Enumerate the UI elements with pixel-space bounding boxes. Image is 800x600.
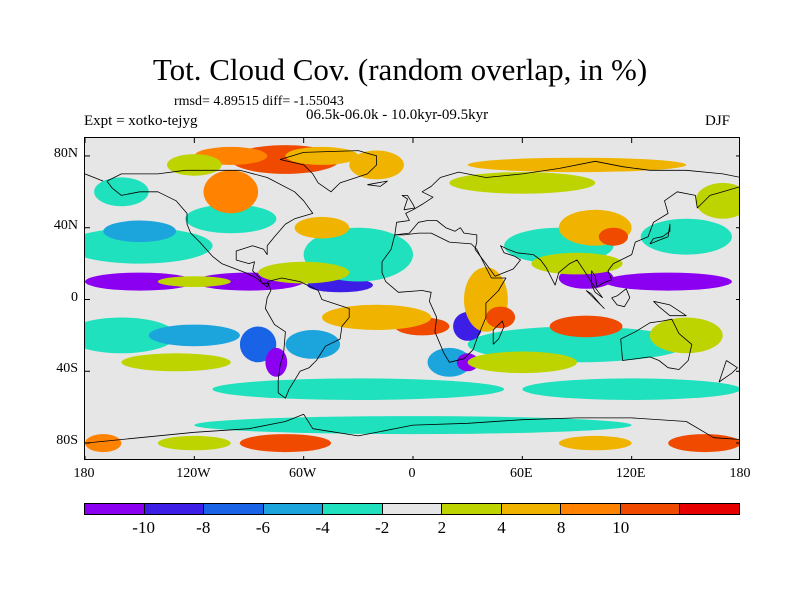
anomaly-region — [285, 330, 341, 359]
anomaly-region — [157, 435, 231, 451]
colorbar-segment — [323, 504, 383, 514]
coastline — [85, 413, 739, 444]
colorbar-segment — [620, 504, 681, 514]
y-tick-label: 40N — [53, 217, 78, 233]
colorbar-label: 2 — [437, 518, 447, 537]
anomaly-region — [522, 378, 739, 400]
anomaly-region — [558, 435, 632, 451]
anomaly-region — [467, 351, 577, 374]
x-tick-label: 120W — [176, 466, 211, 481]
coastline — [367, 180, 388, 187]
period-label: 06.5k-06.0k - 10.0kyr-09.5kyr — [306, 107, 489, 123]
colorbar-label: -4 — [315, 518, 330, 537]
map-background — [85, 138, 739, 459]
anomaly-region — [321, 304, 432, 330]
coastline — [620, 318, 693, 370]
anomaly-region — [649, 317, 723, 354]
anomaly-region — [157, 276, 231, 287]
anomaly-region — [449, 172, 596, 194]
anomaly-region — [604, 272, 732, 291]
colorbar-label: -6 — [255, 518, 270, 537]
anomaly-region — [85, 272, 195, 291]
rmsd-diff-stats: rmsd= 4.89515 diff= -1.55043 — [174, 94, 344, 109]
colorbar-label: 4 — [497, 518, 506, 537]
anomaly-region — [549, 315, 623, 338]
anomaly-region — [695, 182, 739, 219]
anomaly-map — [85, 138, 739, 459]
anomaly-region — [239, 434, 331, 453]
anomaly-region — [85, 434, 122, 453]
coastline — [279, 150, 378, 193]
colorbar-segment — [263, 504, 324, 514]
colorbar-segment — [204, 504, 264, 514]
colorbar-segment — [85, 504, 145, 514]
anomaly-region — [94, 177, 149, 207]
colorbar-segment — [382, 504, 443, 514]
coastline — [106, 169, 314, 288]
coastline — [611, 288, 631, 308]
colorbar-segment — [501, 504, 562, 514]
anomaly-region — [239, 326, 277, 363]
y-tick-label: 40S — [56, 361, 78, 377]
x-tick-label: 60W — [289, 466, 317, 481]
coastline — [401, 195, 416, 211]
coastline — [492, 320, 505, 345]
anomaly-region — [531, 252, 623, 275]
map-panel — [84, 137, 740, 460]
x-tick-label: 120E — [615, 466, 646, 481]
x-tick-label: 60E — [510, 466, 533, 481]
colorbar-label: -10 — [132, 518, 155, 537]
anomaly-region — [598, 227, 629, 246]
anomaly-region — [167, 154, 222, 176]
anomaly-region — [121, 353, 231, 372]
anomaly-region — [148, 324, 240, 347]
coastline — [264, 277, 350, 399]
coastline — [653, 300, 687, 317]
x-tick-label: 180 — [729, 466, 751, 481]
colorbar-segment — [561, 504, 621, 514]
anomaly-region — [640, 218, 732, 255]
colorbar-label: -8 — [196, 518, 211, 537]
coastline — [649, 223, 671, 245]
anomaly-region — [185, 204, 277, 234]
anomaly-region — [85, 317, 177, 354]
anomaly-region — [265, 347, 288, 377]
anomaly-region — [285, 146, 359, 165]
colorbar-segment — [680, 504, 740, 514]
colorbar-label: 8 — [556, 518, 566, 537]
y-tick-label: 80N — [53, 145, 78, 161]
coastline — [394, 160, 739, 235]
coastline — [381, 232, 507, 363]
coastline — [718, 360, 738, 383]
anomaly-region — [294, 216, 350, 239]
x-tick-label: 0 — [408, 466, 416, 481]
anomaly-region — [203, 170, 259, 214]
y-tick-label: 80S — [56, 433, 78, 449]
plot-title: Tot. Cloud Cov. (random overlap, in %) — [152, 52, 648, 87]
coastline — [585, 290, 605, 309]
anomaly-region — [103, 220, 177, 243]
experiment-label: Expt = xotko-tejyg — [84, 113, 198, 129]
colorbar-segment — [442, 504, 502, 514]
y-tick-label: 0 — [71, 289, 78, 305]
season-label: DJF — [705, 113, 731, 129]
x-tick-label: 180 — [73, 466, 95, 481]
colorbar-label: 10 — [612, 518, 630, 537]
coastline — [394, 186, 739, 299]
anomaly-region — [485, 306, 516, 329]
coastline — [85, 173, 104, 182]
colorbar-label: -2 — [375, 518, 390, 537]
colorbar-segment — [144, 504, 205, 514]
anomaly-region — [668, 434, 739, 453]
anomaly-region — [212, 378, 505, 400]
colorbar — [84, 503, 740, 515]
